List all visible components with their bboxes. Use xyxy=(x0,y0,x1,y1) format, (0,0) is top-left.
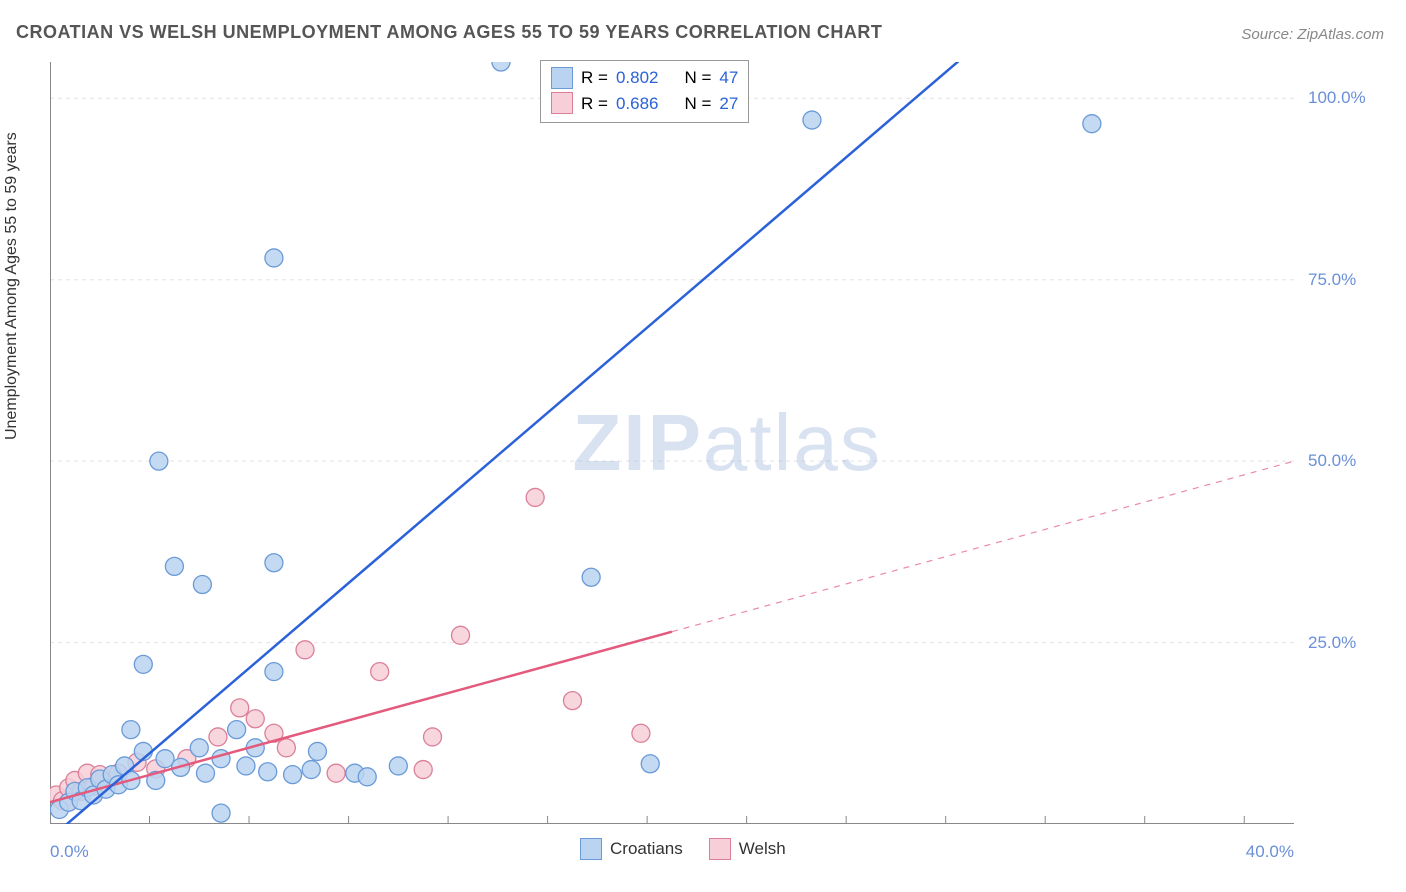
r-value-welsh: 0.686 xyxy=(616,91,659,117)
swatch-welsh xyxy=(709,838,731,860)
y-axis-label: Unemployment Among Ages 55 to 59 years xyxy=(3,132,21,440)
n-value-croatians: 47 xyxy=(719,65,738,91)
stats-row-welsh: R = 0.686 N = 27 xyxy=(551,91,738,117)
n-value-welsh: 27 xyxy=(719,91,738,117)
source-name: ZipAtlas.com xyxy=(1297,26,1384,43)
x-tick-label: 0.0% xyxy=(50,842,89,862)
source-attribution: Source: ZipAtlas.com xyxy=(1241,26,1384,43)
x-tick-label: 40.0% xyxy=(1246,842,1294,862)
stats-row-croatians: R = 0.802 N = 47 xyxy=(551,65,738,91)
chart-container: { "title": "CROATIAN VS WELSH UNEMPLOYME… xyxy=(0,0,1406,892)
swatch-croatians xyxy=(551,67,573,89)
r-label: R = xyxy=(581,91,608,117)
y-tick-label: 25.0% xyxy=(1308,633,1356,653)
y-tick-label: 75.0% xyxy=(1308,270,1356,290)
y-tick-label: 100.0% xyxy=(1308,88,1366,108)
legend-item-welsh: Welsh xyxy=(709,838,786,860)
r-value-croatians: 0.802 xyxy=(616,65,659,91)
stats-legend: R = 0.802 N = 47 R = 0.686 N = 27 xyxy=(540,60,749,123)
n-label: N = xyxy=(684,91,711,117)
swatch-croatians xyxy=(580,838,602,860)
legend-item-croatians: Croatians xyxy=(580,838,683,860)
swatch-welsh xyxy=(551,92,573,114)
n-label: N = xyxy=(684,65,711,91)
y-tick-label: 50.0% xyxy=(1308,451,1356,471)
legend-label-welsh: Welsh xyxy=(739,839,786,859)
legend-label-croatians: Croatians xyxy=(610,839,683,859)
r-label: R = xyxy=(581,65,608,91)
chart-title: CROATIAN VS WELSH UNEMPLOYMENT AMONG AGE… xyxy=(16,22,882,43)
series-legend: Croatians Welsh xyxy=(580,838,786,860)
source-prefix: Source: xyxy=(1241,26,1297,43)
scatter-plot xyxy=(50,62,1294,824)
